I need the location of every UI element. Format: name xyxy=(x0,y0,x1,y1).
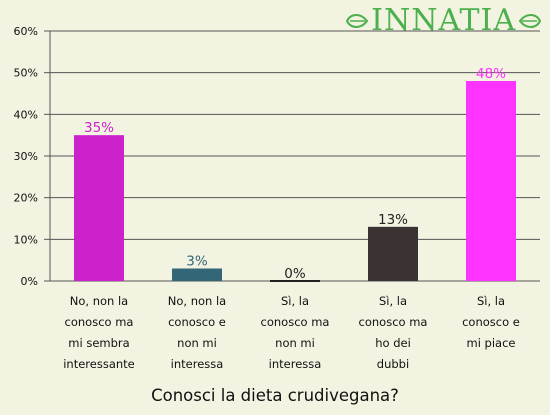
value-label: 0% xyxy=(284,266,306,282)
value-label: 13% xyxy=(378,212,408,228)
y-tick-label: 40% xyxy=(14,108,38,121)
bar xyxy=(74,135,124,281)
y-axis: 0% 10% 20% 30% 40% 50% 60% xyxy=(14,25,51,288)
value-labels: 35% 3% 0% 13% 48% xyxy=(84,66,506,282)
logo-text: INNATIA xyxy=(371,3,516,38)
x-axis-labels: No, non la conosco ma mi sembra interessant… xyxy=(63,294,520,371)
y-tick-label: 0% xyxy=(21,275,38,288)
bar xyxy=(172,268,222,281)
y-tick-label: 50% xyxy=(14,67,38,80)
x-tick-label: Sì, la conosco ma non mi interessa xyxy=(261,294,330,371)
gridlines xyxy=(50,30,540,282)
innatia-logo: INNATIA xyxy=(345,4,542,38)
bar xyxy=(466,81,516,281)
value-label: 35% xyxy=(84,120,114,136)
x-tick-label: Sì, la conosco ma ho dei dubbi xyxy=(359,294,428,371)
y-tick-label: 20% xyxy=(14,192,38,205)
leaf-left-icon xyxy=(345,14,369,28)
leaf-right-icon xyxy=(518,14,542,28)
bars xyxy=(74,81,516,282)
x-tick-label: Sì, la conosco e mi piace xyxy=(462,294,520,350)
x-tick-label: No, non la conosco ma mi sembra interessant… xyxy=(63,294,135,371)
y-tick-label: 10% xyxy=(14,233,38,246)
value-label: 3% xyxy=(186,254,208,270)
x-tick-label: No, non la conosco e non mi interessa xyxy=(168,294,226,371)
y-tick-label: 60% xyxy=(14,25,38,38)
y-tick-label: 30% xyxy=(14,150,38,163)
value-label: 48% xyxy=(476,66,506,82)
bar xyxy=(368,226,418,281)
chart-title: Conosci la dieta crudivegana? xyxy=(151,386,399,405)
